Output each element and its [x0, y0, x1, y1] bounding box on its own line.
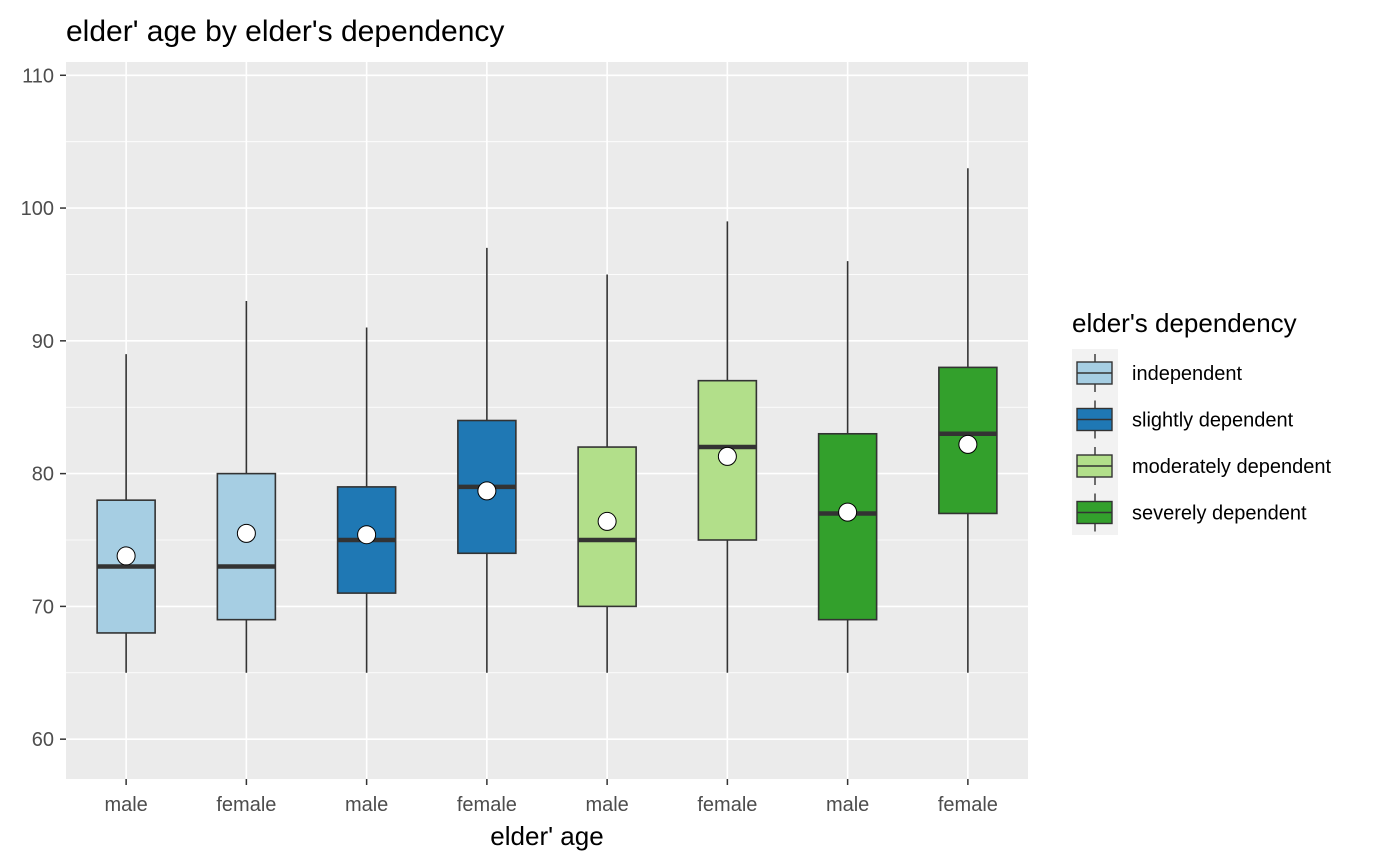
legend-entry: independent — [1076, 354, 1243, 392]
x-tick-label: male — [345, 794, 388, 816]
box-iqr — [817, 432, 878, 621]
y-tick-label: 110 — [22, 65, 54, 87]
box-2 — [216, 301, 277, 673]
legend-label: independent — [1132, 363, 1243, 385]
chart-title: elder' age by elder's dependency — [66, 15, 504, 48]
mean-point — [236, 523, 256, 543]
legend-label: moderately dependent — [1132, 456, 1331, 478]
legend-entry: moderately dependent — [1076, 447, 1331, 485]
mean-point — [838, 502, 858, 522]
box-iqr — [216, 472, 277, 621]
mean-point — [357, 525, 377, 545]
x-tick-label: female — [457, 794, 517, 816]
box-4 — [457, 247, 517, 673]
box-6 — [697, 221, 758, 673]
y-axis: 60 70 80 90 100 110 — [21, 65, 66, 751]
box-1 — [96, 354, 156, 673]
y-tick-label: 100 — [21, 198, 54, 220]
legend-label: slightly dependent — [1132, 410, 1294, 432]
x-tick-label: female — [697, 794, 757, 816]
x-tick-label: male — [826, 794, 869, 816]
legend-title: elder's dependency — [1072, 308, 1297, 338]
legend-entry: severely dependent — [1076, 493, 1307, 532]
x-axis: male female male female male female male female — [104, 779, 998, 816]
mean-point — [597, 511, 617, 531]
y-tick-label: 70 — [32, 596, 54, 618]
plot-panel — [66, 62, 1028, 779]
x-tick-label: female — [216, 794, 276, 816]
box-5 — [577, 274, 637, 673]
x-tick-label: female — [938, 794, 998, 816]
x-tick-label: male — [104, 794, 147, 816]
x-tick-label: male — [585, 794, 628, 816]
y-tick-label: 80 — [32, 464, 54, 486]
legend: elder's dependency independent slightly d… — [1072, 308, 1331, 535]
mean-point — [477, 481, 497, 501]
x-axis-label: elder' age — [490, 821, 603, 851]
boxes — [96, 168, 998, 673]
legend-label: severely dependent — [1132, 503, 1307, 525]
mean-point — [958, 434, 978, 454]
y-tick-label: 90 — [32, 331, 54, 353]
mean-point — [116, 546, 136, 566]
box-8 — [938, 168, 998, 673]
y-tick-label: 60 — [32, 729, 54, 751]
mean-point — [717, 446, 737, 466]
box-7 — [817, 261, 878, 673]
legend-entry: slightly dependent — [1076, 400, 1294, 439]
legend-entries: independent slightly dependent moderately … — [1076, 354, 1331, 532]
box-3 — [336, 327, 397, 673]
